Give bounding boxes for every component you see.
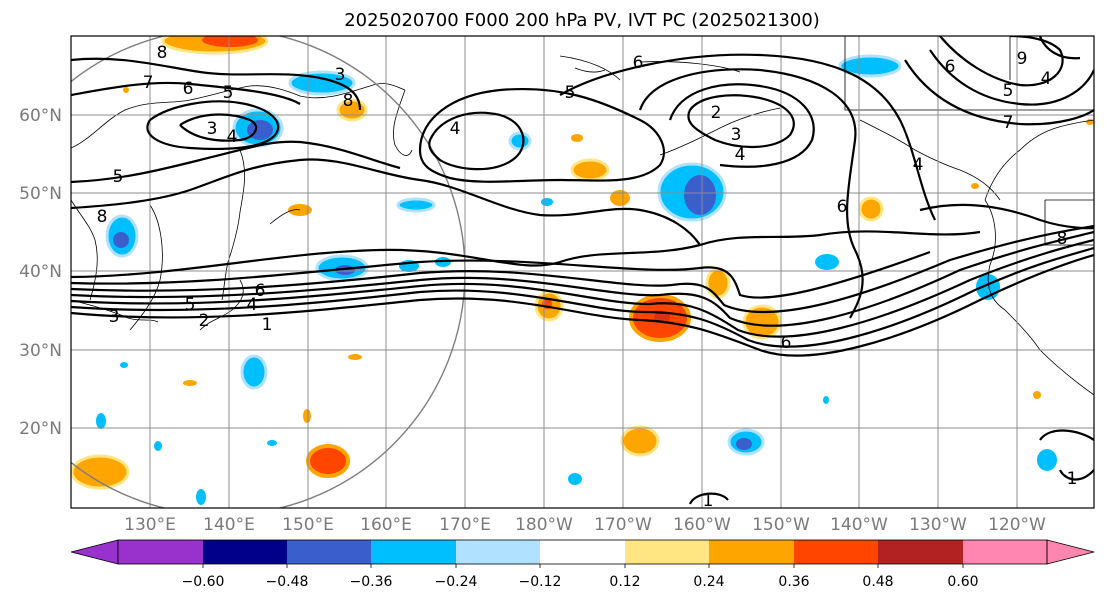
lon-label: 170°E xyxy=(439,515,491,535)
lat-label: 20°N xyxy=(19,419,62,439)
map-frame xyxy=(70,35,1095,509)
lat-label: 60°N xyxy=(19,106,62,126)
contour-label: 8 xyxy=(97,207,108,227)
lon-label: 160°W xyxy=(673,515,731,535)
colorbar-segment xyxy=(709,540,794,564)
contour-label: 4 xyxy=(1041,69,1052,89)
contour-label: 5 xyxy=(1003,81,1014,101)
lon-label: 180°W xyxy=(515,515,573,535)
contour-label: 3 xyxy=(335,65,346,85)
contour-label: 8 xyxy=(1057,229,1068,249)
lon-label: 120°W xyxy=(988,515,1046,535)
colorbar-tick-label: −0.60 xyxy=(182,574,225,590)
colorbar-segment xyxy=(287,540,371,564)
contour-label: 4 xyxy=(247,295,258,315)
lon-label: 150°E xyxy=(282,515,334,535)
contour-label: 6 xyxy=(781,333,792,353)
lon-label: 130°W xyxy=(909,515,967,535)
colorbar-segment xyxy=(371,540,456,564)
colorbar-segment xyxy=(203,540,287,564)
contour-labels: 8 7 6 5 3 4 5 8 6 5 4 3 2 1 4 6 5 2 3 4 … xyxy=(97,43,1078,511)
lon-label: 140°W xyxy=(830,515,888,535)
colorbar-segment xyxy=(456,540,540,564)
lon-label: 150°W xyxy=(752,515,810,535)
contour-label: 9 xyxy=(1017,49,1028,69)
colorbar: −0.60 −0.48 −0.36 −0.24 −0.12 0.12 0.24 … xyxy=(70,539,1095,590)
lon-label: 160°E xyxy=(360,515,412,535)
map-title: 2025020700 F000 200 hPa PV, IVT PC (2025… xyxy=(344,10,820,31)
latitude-labels: 60°N 50°N 40°N 30°N 20°N xyxy=(19,106,62,439)
contour-label: 5 xyxy=(113,167,124,187)
contour-label: 1 xyxy=(703,491,714,511)
colorbar-extend-low xyxy=(70,539,119,565)
colorbar-extend-high xyxy=(1046,539,1095,565)
contour-label: 7 xyxy=(143,73,154,93)
contour-label: 1 xyxy=(262,315,273,335)
colorbar-tick-label: 0.36 xyxy=(778,574,809,590)
lon-label: 170°W xyxy=(594,515,652,535)
colorbar-segment xyxy=(118,540,203,564)
map-area: 8 7 6 5 3 4 5 8 6 5 4 3 2 1 4 6 5 2 3 4 … xyxy=(71,36,1094,511)
contour-label: 8 xyxy=(157,43,168,63)
colorbar-tick-label: 0.12 xyxy=(609,574,640,590)
colorbar-segment xyxy=(963,540,1047,564)
colorbar-tick-label: −0.36 xyxy=(350,574,393,590)
contour-label: 3 xyxy=(109,307,120,327)
longitude-labels: 130°E 140°E 150°E 160°E 170°E 180°W 170°… xyxy=(124,515,1046,535)
contour-label: 5 xyxy=(565,83,576,103)
colorbar-segment xyxy=(878,540,963,564)
colorbar-segment xyxy=(625,540,709,564)
contour-label: 6 xyxy=(183,79,194,99)
contour-label: 6 xyxy=(633,53,644,73)
colorbar-tick-label: 0.60 xyxy=(947,574,978,590)
lon-label: 140°E xyxy=(203,515,255,535)
contour-label: 2 xyxy=(199,311,210,331)
contour-label: 6 xyxy=(837,197,848,217)
lat-label: 50°N xyxy=(19,184,62,204)
contour-label: 7 xyxy=(1003,113,1014,133)
colorbar-tick-label: 0.48 xyxy=(862,574,893,590)
contour-label: 5 xyxy=(223,83,234,103)
contour-label: 6 xyxy=(255,281,266,301)
colorbar-tick-label: −0.12 xyxy=(519,574,562,590)
lon-label: 130°E xyxy=(124,515,176,535)
contour-label: 4 xyxy=(227,127,238,147)
colorbar-segment xyxy=(540,540,625,564)
lat-label: 40°N xyxy=(19,262,62,282)
colorbar-tick-label: −0.48 xyxy=(266,574,309,590)
positive-anomaly-shading xyxy=(71,36,1094,490)
contour-label: 4 xyxy=(450,119,461,139)
pv-contours xyxy=(71,36,1094,505)
contour-label: 3 xyxy=(731,125,742,145)
contour-label: 8 xyxy=(343,91,354,111)
contour-label: 6 xyxy=(945,57,956,77)
colorbar-tick-label: −0.24 xyxy=(435,574,478,590)
contour-label: 4 xyxy=(735,145,746,165)
contour-label: 1 xyxy=(1067,469,1078,489)
contour-label: 2 xyxy=(711,103,722,123)
contour-label: 5 xyxy=(185,295,196,315)
lat-label: 30°N xyxy=(19,341,62,361)
colorbar-tick-label: 0.24 xyxy=(693,574,724,590)
colorbar-segment xyxy=(794,540,878,564)
contour-label: 4 xyxy=(913,155,924,175)
contour-label: 3 xyxy=(207,119,218,139)
